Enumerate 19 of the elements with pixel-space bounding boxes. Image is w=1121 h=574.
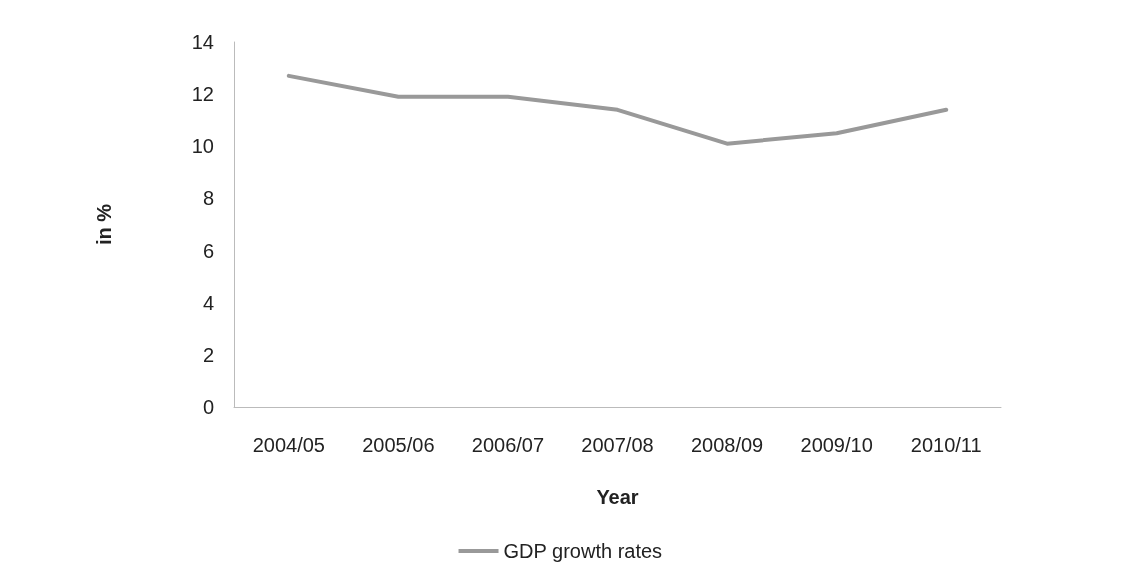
y-tick-label: 10 bbox=[191, 135, 214, 158]
x-tick-label: 2007/08 bbox=[581, 434, 654, 456]
y-axis-title: in % bbox=[93, 203, 115, 246]
x-tick-label: 2004/05 bbox=[252, 434, 325, 456]
y-tick-label: 14 bbox=[191, 31, 214, 53]
x-tick-label: 2008/09 bbox=[690, 434, 764, 456]
x-tick-label: 2006/07 bbox=[471, 434, 545, 456]
y-tick-label: 0 bbox=[202, 396, 214, 418]
x-tick-label: 2010/11 bbox=[910, 434, 982, 456]
y-tick-label: 4 bbox=[202, 291, 214, 314]
x-tick-label: 2009/10 bbox=[800, 434, 873, 456]
line-series bbox=[286, 73, 949, 146]
y-tick-label: 6 bbox=[202, 239, 214, 262]
y-tick-label: 2 bbox=[202, 343, 214, 366]
x-tick-label: 2005/06 bbox=[362, 434, 435, 456]
x-axis-title: Year bbox=[596, 486, 639, 508]
legend-label: GDP growth rates bbox=[503, 540, 663, 562]
y-tick-label: 8 bbox=[202, 187, 214, 210]
y-tick-label: 12 bbox=[191, 83, 214, 106]
